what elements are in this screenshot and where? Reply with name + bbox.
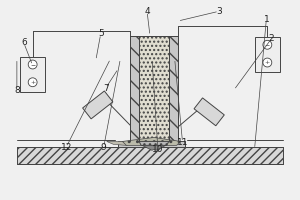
Bar (194, 98, 224, 126)
Polygon shape (122, 137, 181, 145)
Bar (254, 37, 280, 72)
Polygon shape (139, 141, 169, 145)
Text: 7: 7 (103, 84, 109, 93)
Polygon shape (142, 145, 166, 150)
Polygon shape (106, 141, 138, 145)
Text: −: − (265, 42, 270, 47)
Polygon shape (17, 147, 283, 164)
Circle shape (263, 40, 272, 49)
Circle shape (28, 78, 37, 87)
Text: 1: 1 (263, 15, 269, 24)
Text: 4: 4 (144, 7, 150, 16)
Text: +: + (30, 80, 35, 85)
Text: −: − (30, 62, 35, 67)
Bar (20, 57, 46, 92)
Text: 10: 10 (152, 145, 164, 154)
Bar (82, 91, 113, 119)
Polygon shape (169, 36, 178, 141)
Text: 5: 5 (98, 29, 103, 38)
Circle shape (28, 60, 37, 69)
Text: 11: 11 (177, 138, 188, 147)
Bar (118, 141, 184, 147)
Polygon shape (130, 36, 139, 141)
Circle shape (263, 58, 272, 67)
Polygon shape (139, 36, 169, 141)
Text: 3: 3 (216, 7, 222, 16)
Text: 8: 8 (14, 86, 20, 95)
Text: +: + (265, 60, 270, 65)
Text: 9: 9 (101, 143, 106, 152)
Text: 2: 2 (268, 34, 274, 43)
Text: 12: 12 (61, 143, 72, 152)
Text: 6: 6 (21, 38, 27, 47)
